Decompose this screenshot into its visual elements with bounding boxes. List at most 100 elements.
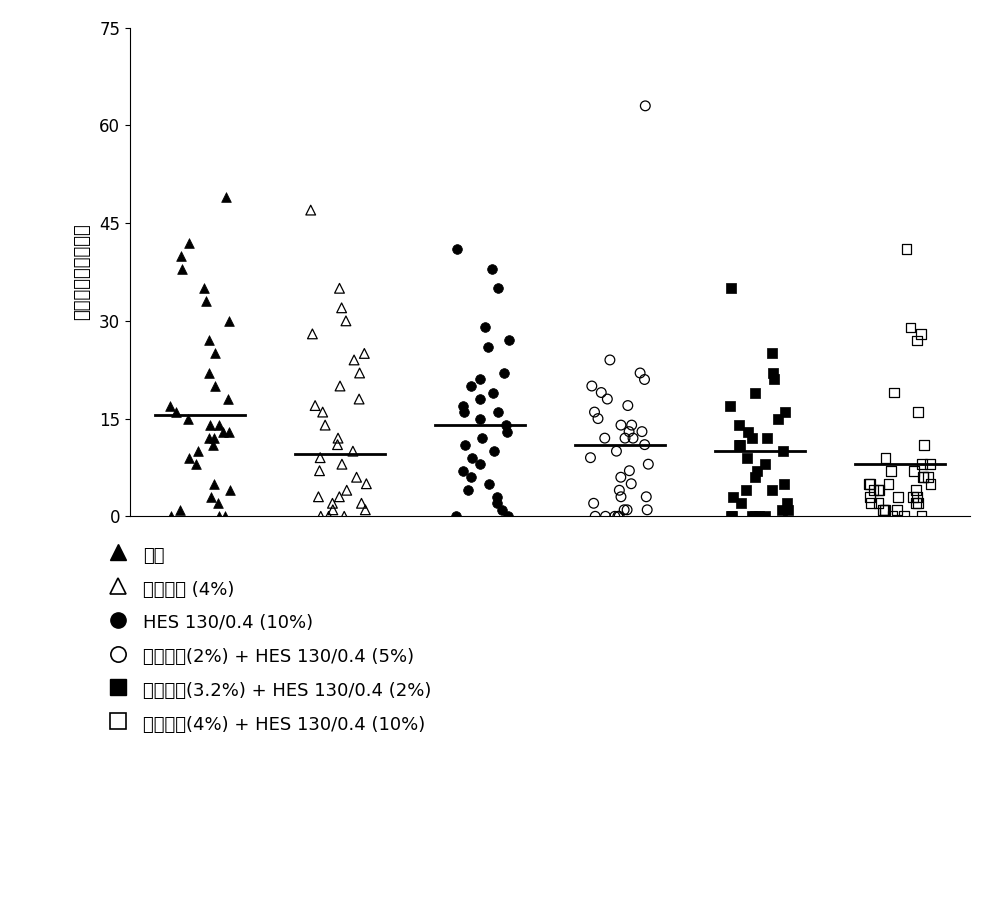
Point: [640, 456, 656, 471]
Point: [480, 339, 496, 354]
Point: [472, 456, 488, 471]
Point: [905, 490, 921, 504]
Point: [770, 411, 786, 426]
Point: [898, 242, 914, 256]
Point: [910, 496, 926, 511]
Point: [725, 490, 741, 504]
Point: [582, 450, 598, 465]
Point: [313, 509, 329, 524]
Point: [616, 502, 632, 517]
Point: [920, 470, 936, 485]
Point: [733, 496, 749, 511]
Point: [740, 424, 756, 439]
Point: [336, 509, 352, 524]
Point: [913, 509, 929, 524]
Point: [332, 379, 348, 394]
Point: [501, 333, 517, 348]
Point: [198, 294, 214, 309]
Point: [634, 424, 650, 439]
Point: [330, 431, 346, 445]
Point: [865, 483, 881, 498]
Point: [498, 418, 514, 432]
Point: [338, 313, 354, 328]
Point: [331, 281, 347, 296]
Point: [639, 502, 655, 517]
Point: [870, 496, 886, 511]
Point: [221, 424, 237, 439]
Point: [723, 509, 739, 524]
Point: [173, 248, 189, 263]
Point: [587, 509, 603, 524]
Point: [168, 405, 184, 420]
Point: [312, 464, 328, 479]
Point: [353, 496, 369, 511]
Point: [777, 405, 793, 420]
Point: [210, 496, 226, 511]
Point: [304, 326, 320, 341]
Legend: 对照, 艾考糊精 (4%), HES 130/0.4 (10%), 艾考糊精(2%) + HES 130/0.4 (5%), 艾考糊精(3.2%) + HES : 对照, 艾考糊精 (4%), HES 130/0.4 (10%), 艾考糊精(2…: [107, 544, 432, 735]
Point: [174, 261, 190, 276]
Point: [329, 437, 345, 452]
Point: [334, 301, 350, 315]
Point: [625, 431, 641, 445]
Point: [597, 509, 613, 524]
Point: [181, 235, 197, 250]
Point: [747, 509, 763, 524]
Point: [638, 490, 654, 504]
Point: [356, 346, 372, 361]
Point: [599, 392, 615, 407]
Point: [884, 509, 900, 524]
Point: [494, 502, 510, 517]
Point: [870, 483, 886, 498]
Point: [217, 509, 233, 524]
Point: [744, 431, 760, 445]
Point: [460, 483, 476, 498]
Point: [163, 509, 179, 524]
Point: [910, 405, 926, 420]
Point: [586, 496, 602, 511]
Point: [724, 509, 740, 524]
Point: [757, 456, 773, 471]
Point: [218, 190, 234, 205]
Point: [872, 483, 888, 498]
Point: [759, 431, 775, 445]
Point: [757, 509, 773, 524]
Point: [749, 464, 765, 479]
Point: [862, 477, 878, 491]
Point: [190, 443, 206, 458]
Point: [207, 346, 223, 361]
Point: [499, 424, 515, 439]
Point: [489, 490, 505, 504]
Point: [744, 509, 760, 524]
Point: [215, 424, 231, 439]
Point: [637, 372, 653, 387]
Point: [722, 398, 738, 413]
Point: [723, 281, 739, 296]
Point: [205, 437, 221, 452]
Point: [903, 320, 919, 335]
Point: [196, 281, 212, 296]
Y-axis label: 腹膜癌指数（全部）: 腹膜癌指数（全部）: [73, 224, 91, 320]
Point: [349, 470, 365, 485]
Point: [739, 450, 755, 465]
Point: [455, 464, 471, 479]
Point: [915, 470, 931, 485]
Point: [862, 490, 878, 504]
Point: [914, 456, 930, 471]
Point: [587, 405, 603, 420]
Point: [890, 490, 906, 504]
Point: [731, 437, 747, 452]
Point: [345, 443, 361, 458]
Point: [751, 509, 767, 524]
Point: [906, 464, 922, 479]
Point: [617, 431, 633, 445]
Point: [776, 477, 792, 491]
Point: [472, 411, 488, 426]
Point: [496, 366, 512, 381]
Point: [637, 437, 653, 452]
Point: [358, 477, 374, 491]
Point: [220, 392, 236, 407]
Point: [474, 431, 490, 445]
Point: [162, 398, 178, 413]
Point: [886, 385, 902, 400]
